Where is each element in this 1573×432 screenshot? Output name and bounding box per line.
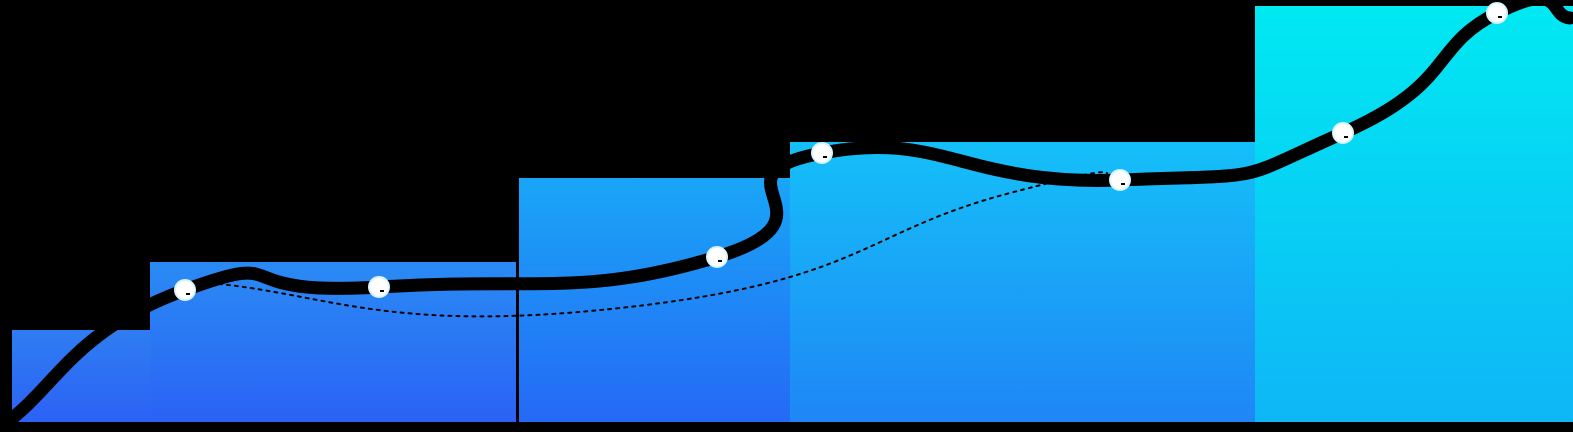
- bars-layer: [12, 6, 1573, 422]
- data-point-marker[interactable]: [1109, 169, 1131, 191]
- data-point-markers-layer: [174, 2, 1508, 301]
- bar[interactable]: [790, 142, 1255, 422]
- reference-line-layer: [194, 171, 1116, 318]
- bar[interactable]: [1255, 6, 1573, 422]
- reference-dotted-line: [194, 171, 1116, 318]
- data-point-marker[interactable]: [1486, 2, 1508, 24]
- data-point-marker[interactable]: [1332, 122, 1354, 144]
- data-point-marker[interactable]: [174, 279, 196, 301]
- data-point-marker[interactable]: [706, 246, 728, 268]
- data-point-marker[interactable]: [811, 142, 833, 164]
- data-point-marker[interactable]: [368, 276, 390, 298]
- bar[interactable]: [519, 178, 790, 422]
